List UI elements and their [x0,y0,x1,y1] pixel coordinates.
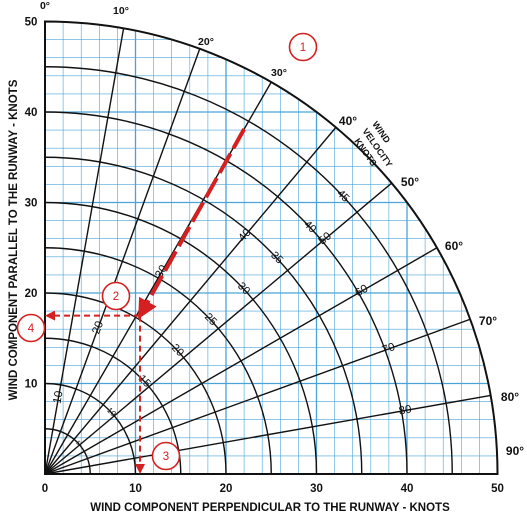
angle-label-10: 10° [113,5,129,17]
x-tick-30: 30 [310,483,323,495]
velocity-arc-45 [44,66,453,475]
x-tick-20: 20 [220,483,233,495]
callout-circle [101,281,131,311]
velocity-label-5: 5 [74,440,81,447]
angle-label-90: 90° [506,444,524,458]
radial-label-20: 20 [90,320,106,336]
y-tick-50: 50 [25,17,38,29]
callout-marker-4: 4 [16,313,46,343]
velocity-arc-20 [44,292,227,475]
callout-number: 3 [163,451,169,463]
x-tick-10: 10 [129,483,142,495]
wind-velocity-knots-label: WIND VELOCITY KNOTS [352,119,394,169]
angle-label-40: 40° [339,114,357,128]
velocity-arc-35 [44,156,363,475]
angle-label-50: 50° [401,175,419,189]
radial-label-10: 10 [52,390,66,405]
radial-label-70: 70 [381,341,397,357]
y-tick-40: 40 [25,107,38,119]
angle-labels: 0° 10° 20° 30° 40° 50° 60° 70° 80° 90° [40,0,524,458]
radial-label-60: 60 [353,283,370,300]
x-axis-title: WIND COMPONENT PERPENDICULAR TO THE RUNW… [90,502,450,514]
velocity-arc-5 [44,428,91,475]
y-tick-20: 20 [25,288,38,300]
angle-label-30: 30° [271,67,287,79]
angle-label-0: 0° [40,0,50,12]
velocity-arc-30 [44,201,318,475]
callout-number: 2 [113,291,119,303]
angle-label-60: 60° [445,239,463,253]
x-tick-40: 40 [401,483,414,495]
callout-number: 1 [300,42,306,54]
velocity-arc-40 [44,111,408,475]
callout-marker-1: 1 [288,32,318,62]
chart-boundary [44,20,499,475]
y-tick-10: 10 [25,379,38,391]
axis-ticks: 0 10 20 30 40 50 10 20 30 40 50 [25,17,504,496]
y-axis-title: WIND COMPONENT PARALLEL TO THE RUNWAY - … [8,79,20,400]
callout-marker-3: 3 [151,441,181,471]
x-tick-50: 50 [491,483,504,495]
velocity-arcs [44,66,453,475]
callout-circle [16,313,46,343]
callout-circle [151,441,181,471]
outer-boundary [44,20,499,475]
y-tick-30: 30 [25,198,38,210]
callout-circle [288,32,318,62]
velocity-arc-10 [44,382,137,475]
radial-label-80: 80 [398,403,413,417]
x-tick-0: 0 [42,483,48,495]
velocity-arc-25 [44,247,272,475]
callout-number: 4 [28,323,35,335]
callout-marker-2: 2 [101,281,131,311]
worked-example: 1 2 3 4 [16,32,318,474]
angle-label-70: 70° [479,314,497,328]
angle-label-20: 20° [198,36,214,48]
angle-label-80: 80° [501,390,519,404]
wind-speed-path [138,128,246,320]
